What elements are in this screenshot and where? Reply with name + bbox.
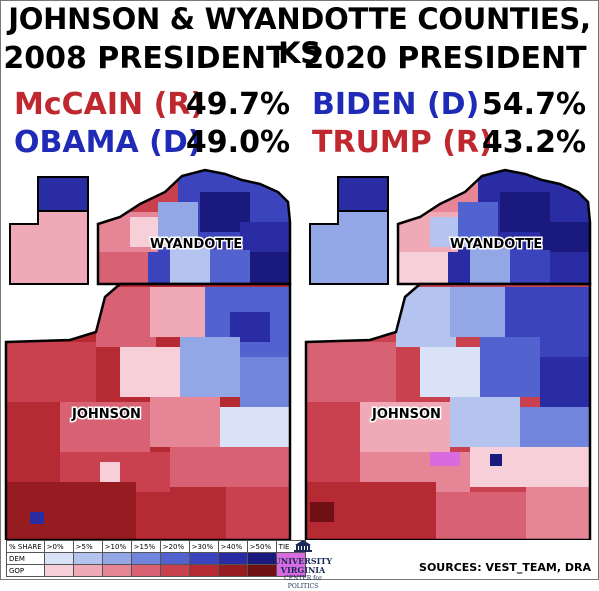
sources-text: SOURCES: VEST_TEAM, DRA <box>419 561 591 574</box>
legend-swatch <box>130 552 161 565</box>
legend-swatch <box>43 564 74 577</box>
right-cand2-name: TRUMP (R) <box>312 125 493 160</box>
legend-header: >20% <box>159 540 190 553</box>
legend-swatch <box>101 552 132 565</box>
legend-header: >30% <box>188 540 219 553</box>
right-label-wyandotte: WYANDOTTE <box>450 237 542 252</box>
legend-row-label: DEM <box>6 552 45 565</box>
legend-swatch <box>130 564 161 577</box>
right-cand1-name: BIDEN (D) <box>312 87 480 122</box>
left-heading: 2008 PRESIDENT <box>3 41 287 76</box>
wyandotte-border-2020 <box>396 168 592 286</box>
legend-header: >10% <box>101 540 132 553</box>
page-title: JOHNSON & WYANDOTTE COUNTIES, KS <box>8 2 591 70</box>
left-cand2-pct: 49.0% <box>185 125 290 160</box>
legend-swatch <box>246 564 277 577</box>
inset-county-south-2020 <box>309 210 389 285</box>
legend-header: >15% <box>130 540 161 553</box>
left-label-johnson: JOHNSON <box>71 407 141 422</box>
legend-table: % SHARE >0% >5% >10% >15% >20% >30% >40%… <box>6 540 306 577</box>
legend-gop-row: GOP <box>6 564 306 577</box>
left-cand1-name: McCAIN (R) <box>14 87 205 122</box>
legend-tie-swatch <box>275 552 306 577</box>
johnson-precincts-2008 <box>6 284 290 540</box>
left-cand1-pct: 49.7% <box>185 87 290 122</box>
logo-line2: VIRGINIA <box>280 565 326 575</box>
legend-swatch <box>101 564 132 577</box>
legend-header: >40% <box>217 540 248 553</box>
legend-swatch <box>188 564 219 577</box>
inset-county-south <box>9 210 89 285</box>
inset-county-north <box>37 176 89 212</box>
legend-header-row: % SHARE >0% >5% >10% >15% >20% >30% >40%… <box>6 540 306 553</box>
inset-county-north-2020 <box>337 176 389 212</box>
wyandotte-precincts-2020 <box>398 170 590 284</box>
right-heading: 2020 PRESIDENT <box>303 41 587 76</box>
johnson-border-2020 <box>304 282 592 540</box>
uva-logo: UNIVERSITY VIRGINIA CENTER for POLITICS <box>272 538 334 590</box>
left-label-wyandotte: WYANDOTTE <box>150 237 242 252</box>
legend-header: >5% <box>72 540 103 553</box>
right-cand1-pct: 54.7% <box>481 87 586 122</box>
right-label-johnson: JOHNSON <box>371 407 441 422</box>
wyandotte-border-2008 <box>96 168 292 286</box>
logo-line3: CENTER for POLITICS <box>284 575 322 590</box>
rotunda-icon <box>294 540 312 552</box>
legend-header: >0% <box>43 540 74 553</box>
legend-header: % SHARE <box>6 540 45 553</box>
legend-swatch <box>188 552 219 565</box>
map-2008: WYANDOTTE JOHNSON <box>4 168 292 540</box>
legend-swatch <box>217 552 248 565</box>
wyandotte-precincts-2008 <box>98 170 290 284</box>
map-2020: WYANDOTTE JOHNSON <box>304 168 592 540</box>
legend-swatch <box>217 564 248 577</box>
johnson-precincts-2020 <box>306 284 590 540</box>
legend-swatch <box>159 564 190 577</box>
legend-swatch <box>159 552 190 565</box>
legend-swatch <box>43 552 74 565</box>
right-cand2-pct: 43.2% <box>481 125 586 160</box>
legend-swatch <box>72 552 103 565</box>
legend-swatch <box>72 564 103 577</box>
left-cand2-name: OBAMA (D) <box>14 125 202 160</box>
legend-dem-row: DEM <box>6 552 306 577</box>
legend-row-label: GOP <box>6 564 45 577</box>
logo-line1: UNIVERSITY <box>273 556 333 566</box>
johnson-border-2008 <box>4 282 292 540</box>
